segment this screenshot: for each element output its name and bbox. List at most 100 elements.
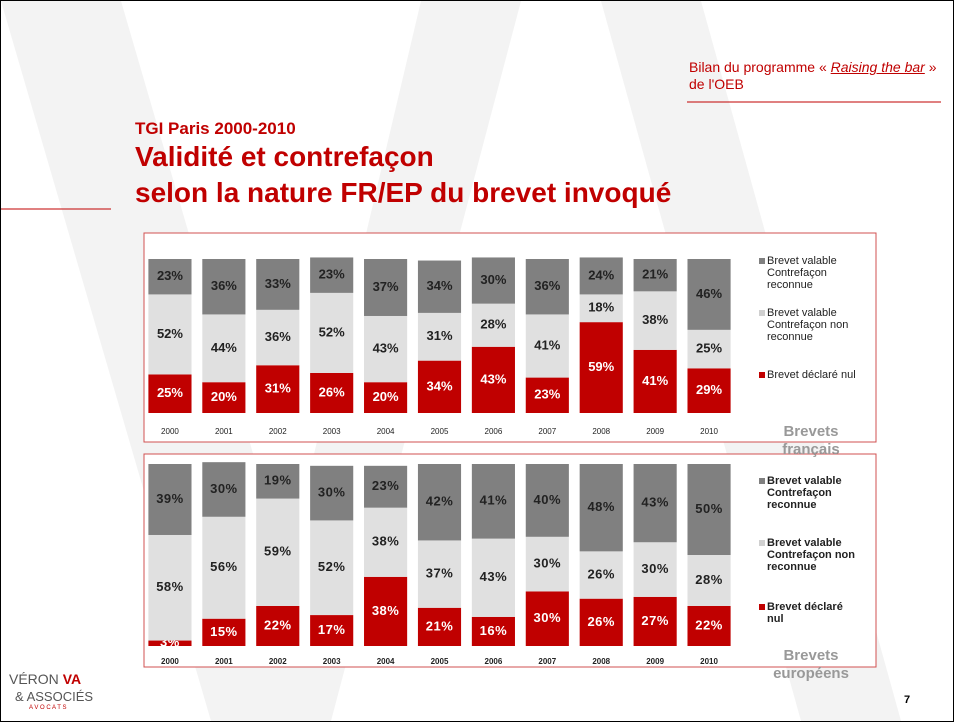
value-label: 36% [211,278,237,293]
bar-segment [525,536,569,592]
value-label: 36% [534,278,560,293]
logo-name: VÉRON [9,671,59,687]
legend-swatch [759,310,765,316]
bar-segment [148,640,192,646]
bar-segment [687,259,731,330]
value-label: 43% [641,495,669,510]
bar-segment [148,259,192,295]
bar-segment [310,372,354,413]
value-label: 25% [157,385,183,400]
value-label: 28% [480,317,506,332]
x-tick-label: 2002 [269,427,287,436]
value-label: 21% [426,618,454,633]
x-tick-label: 2009 [646,657,664,666]
source-emph: Raising the bar [830,59,925,75]
bar-segment [310,465,354,521]
source-text: Bilan du programme « [689,59,831,75]
bar-segment [471,538,515,617]
bar-segment [202,259,246,315]
bar-segment [525,377,569,413]
logo-mark: VA [62,671,82,687]
x-tick-label: 2004 [377,657,395,666]
legend-entry: Brevet déclaré nul [767,369,856,381]
value-label: 38% [372,534,400,549]
bar-segment [256,365,300,413]
bar-segment [471,257,515,304]
bar-segment [633,596,677,646]
bar-segment [417,464,462,541]
bar-segment [256,309,300,366]
bar-segment [579,322,623,413]
value-label: 23% [319,267,345,282]
value-label: 44% [211,340,237,355]
value-label: 28% [695,572,723,587]
value-label: 46% [696,286,722,301]
legend-entry: Brevet valable Contrefaçon non reconnue [767,537,855,573]
value-label: 58% [156,579,184,594]
value-label: 34% [426,378,452,393]
value-label: 22% [264,617,292,632]
value-label: 26% [319,384,345,399]
x-tick-label: 2000 [161,427,179,436]
bar-segment [256,498,300,606]
bar-segment [633,542,677,597]
legend-entry: Brevet déclaré nul [767,601,843,625]
bar-segment [471,616,515,646]
legend-entry: Brevet valable Contrefaçon reconnue [767,255,837,291]
bar-segment [471,346,515,413]
bar-segment [256,464,300,499]
value-label: 23% [372,478,400,493]
value-label: 24% [588,267,614,282]
x-tick-label: 2010 [700,427,718,436]
value-label: 27% [641,613,669,628]
bar-segment [364,382,408,413]
x-tick-label: 2007 [538,657,556,666]
x-tick-label: 2008 [592,427,610,436]
bar-segment [417,540,462,608]
value-label: 30% [641,561,669,576]
legend-swatch [759,478,765,484]
value-label: 38% [642,312,668,327]
value-label: 34% [426,278,452,293]
value-label: 23% [534,387,560,402]
bar-segment [417,607,462,646]
bar-segment [687,329,731,369]
bar-segment [633,464,677,543]
value-label: 56% [210,559,238,574]
bar-segment [364,315,408,383]
value-label: 52% [318,559,346,574]
x-tick-label: 2007 [538,427,556,436]
bar-segment [687,605,731,646]
value-label: 59% [264,544,292,559]
legend-swatch [759,258,765,264]
value-label: 30% [480,272,506,287]
value-label: 23% [157,268,183,283]
value-label: 29% [696,382,722,397]
bar-segment [310,292,354,373]
value-label: 17% [318,622,346,637]
source-text: » de l'OEB [689,59,937,92]
value-label: 52% [157,326,183,341]
value-label: 39% [156,491,184,506]
value-label: 43% [373,341,399,356]
value-label: 41% [534,337,560,352]
x-tick-label: 2001 [215,427,233,436]
bar-segment [579,464,623,552]
legend-swatch [759,604,765,610]
bar-segment [256,605,300,646]
bar-segment [364,465,408,508]
value-label: 59% [588,359,614,374]
logo: VÉRON VA [9,671,81,687]
value-label: 48% [587,499,615,514]
bar-segment [256,259,300,310]
bar-segment [579,257,623,295]
page-number: 7 [904,694,911,706]
bar-segment [579,551,623,599]
x-tick-label: 2003 [323,657,341,666]
bar-segment [202,516,246,619]
source-note: Bilan du programme « Raising the bar » d… [689,59,939,93]
legend-swatch [759,540,765,546]
bar-segment [148,534,192,641]
